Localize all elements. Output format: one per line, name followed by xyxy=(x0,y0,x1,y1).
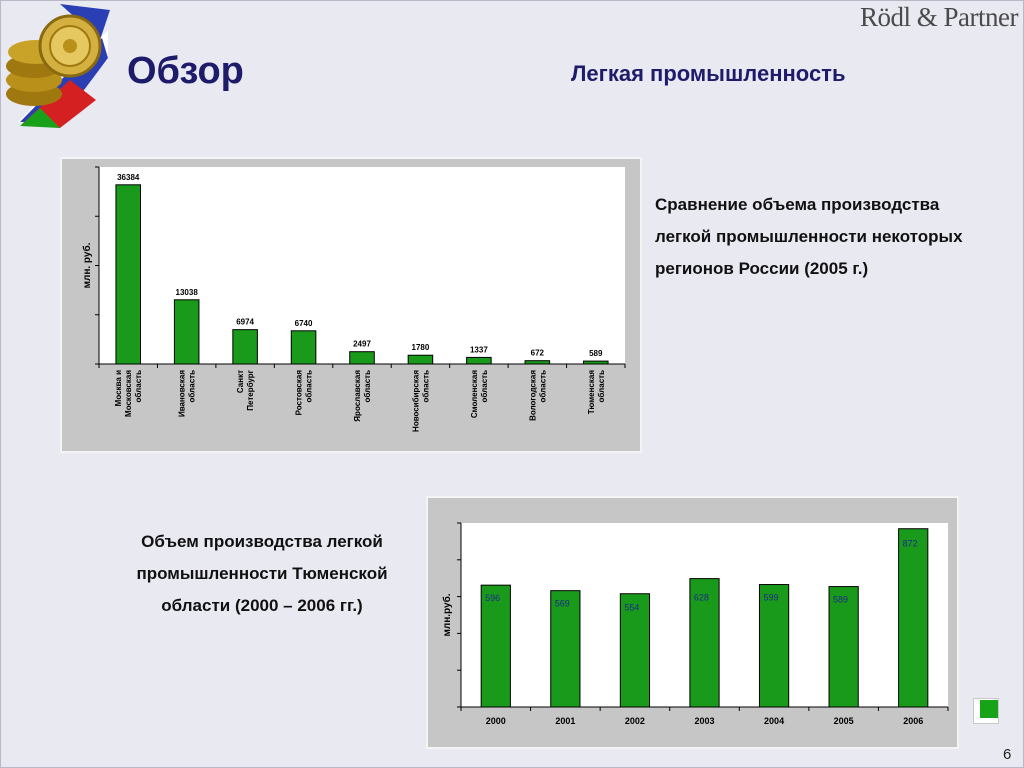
category-label: 2005 xyxy=(834,716,854,726)
data-label: 554 xyxy=(624,603,639,613)
category-label: 2003 xyxy=(694,716,714,726)
data-label: 589 xyxy=(833,595,848,605)
page-subtitle: Легкая промышленность xyxy=(571,61,846,86)
bar xyxy=(898,528,929,708)
data-label: 1337 xyxy=(470,345,488,354)
data-label: 2497 xyxy=(353,340,371,349)
category-label: Ярославскаяобласть xyxy=(353,370,372,422)
bar xyxy=(550,590,581,708)
page-title: Обзор xyxy=(127,50,244,92)
description-line: легкой промышленности некоторых xyxy=(655,227,963,246)
data-label: 672 xyxy=(531,349,545,358)
description-line: регионов России (2005 г.) xyxy=(655,259,869,278)
bar xyxy=(619,593,651,708)
category-label: 2002 xyxy=(625,716,645,726)
description-line: Объем производства легкой xyxy=(141,532,383,551)
category-label: 2004 xyxy=(764,716,784,726)
data-label: 589 xyxy=(589,349,603,358)
regions-chart-panel: млн. руб. 36384 Москва иМосковскаяобласть 1… xyxy=(60,157,642,453)
regions-bar-chart: млн. руб. 36384 Москва иМосковскаяобласть 1… xyxy=(81,166,626,432)
bar xyxy=(232,329,258,365)
bar xyxy=(115,184,141,365)
tyumen-bar-chart: млн.руб. 596 2000 569 2001 554 2002 628 2003 599 2… xyxy=(441,522,949,726)
data-label: 596 xyxy=(485,593,500,603)
category-label: Вологодскаяобласть xyxy=(528,370,547,421)
bar xyxy=(407,354,434,365)
category-label: 2000 xyxy=(486,716,506,726)
bar xyxy=(689,578,720,708)
category-label: Тюменскаяобласть xyxy=(587,370,606,415)
description-line: промышленности Тюменской xyxy=(136,564,388,583)
y-axis-label: млн. руб. xyxy=(81,242,93,288)
data-label: 569 xyxy=(555,599,570,609)
tyumen-chart-panel: млн.руб. 596 2000 569 2001 554 2002 628 2003 599 2… xyxy=(426,496,959,749)
bar xyxy=(173,299,200,365)
bar xyxy=(524,360,551,365)
description-line: Сравнение объема производства xyxy=(655,195,940,214)
category-label: Новосибирскаяобласть xyxy=(411,370,430,432)
bar xyxy=(480,584,511,708)
bar xyxy=(290,330,317,365)
bar xyxy=(828,586,859,708)
data-label: 13038 xyxy=(176,288,199,297)
category-label: Смоленскаяобласть xyxy=(470,370,489,418)
green-square-marker-inner xyxy=(980,700,998,718)
bar xyxy=(349,351,375,365)
data-label: 628 xyxy=(694,593,709,603)
category-label: Ивановскаяобласть xyxy=(178,370,197,417)
y-axis-label: млн.руб. xyxy=(441,593,453,636)
regions-chart-description: Сравнение объема производства легкой про… xyxy=(655,189,1024,285)
data-label: 36384 xyxy=(117,173,140,182)
bar xyxy=(758,584,790,708)
data-label: 1780 xyxy=(412,343,430,352)
category-label: 2006 xyxy=(903,716,923,726)
data-label: 6740 xyxy=(295,319,313,328)
page-number: 6 xyxy=(1003,746,1012,763)
data-label: 599 xyxy=(763,593,778,603)
category-label: 2001 xyxy=(555,716,575,726)
data-label: 6974 xyxy=(236,318,254,327)
tyumen-chart-description: Объем производства легкой промышленности… xyxy=(112,526,412,622)
category-label: Москва иМосковскаяобласть xyxy=(114,370,143,417)
category-label: Ростовскаяобласть xyxy=(295,370,314,416)
category-label: СанктПетербург xyxy=(236,369,255,410)
brand-logo-text: Rödl & Partner xyxy=(860,2,1018,32)
bar xyxy=(583,360,609,365)
description-line: области (2000 – 2006 гг.) xyxy=(161,596,363,615)
coin-stack-flag-logo xyxy=(6,4,110,128)
bar xyxy=(466,356,492,365)
data-label: 872 xyxy=(903,539,918,549)
